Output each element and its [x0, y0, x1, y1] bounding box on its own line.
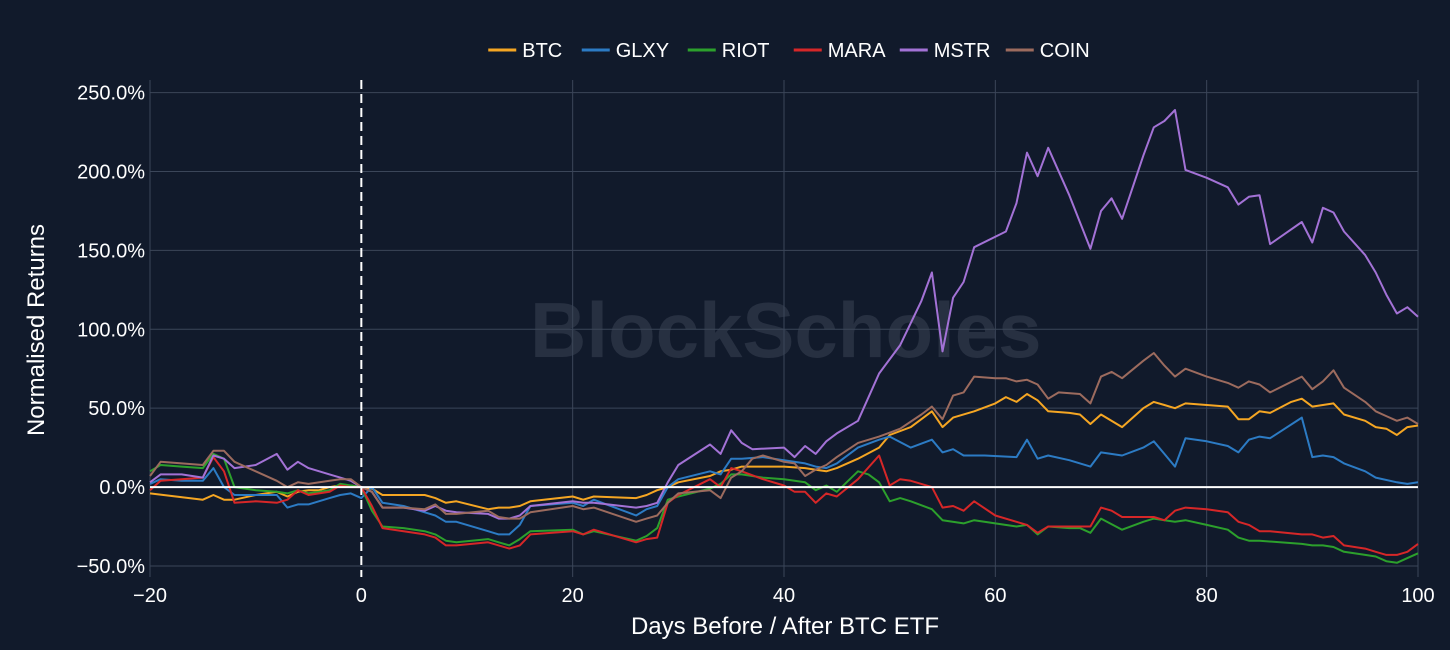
legend-label: MARA [828, 40, 886, 62]
series-line-riot[interactable] [149, 452, 1419, 564]
y-tick-label: 50.0% [88, 398, 145, 420]
x-axis-title: Days Before / After BTC ETF [631, 613, 939, 640]
watermark: BlockScholes [530, 286, 1042, 374]
y-tick-label: 200.0% [77, 162, 145, 184]
legend-label: GLXY [616, 40, 669, 62]
x-tick-label: 20 [562, 585, 584, 607]
y-tick-label: 0.0% [99, 477, 145, 499]
legend-item-mara[interactable]: MARA [793, 40, 886, 62]
y-tick-label: 100.0% [77, 319, 145, 341]
x-tick-label: 40 [773, 585, 795, 607]
x-tick-label: 80 [1196, 585, 1218, 607]
y-axis-title: Normalised Returns [23, 224, 50, 436]
x-tick-label: −20 [133, 585, 167, 607]
series-lines [149, 109, 1419, 564]
legend[interactable]: BTC GLXY RIOT MARA MSTR COIN [488, 40, 1090, 62]
legend-item-btc[interactable]: BTC [488, 40, 562, 62]
grid [149, 80, 1419, 577]
tick-labels: −20 0 20 40 60 80 100 −50.0% 0.0% 50.0% 100.0% 150.… [77, 83, 1435, 607]
legend-label: RIOT [722, 40, 770, 62]
legend-label: COIN [1040, 40, 1090, 62]
series-line-glxy[interactable] [149, 416, 1419, 536]
legend-label: BTC [522, 40, 562, 62]
legend-item-coin[interactable]: COIN [1005, 40, 1090, 62]
y-tick-label: 250.0% [77, 83, 145, 105]
x-tick-label: 60 [984, 585, 1006, 607]
legend-item-mstr[interactable]: MSTR [899, 40, 991, 62]
legend-item-glxy[interactable]: GLXY [581, 40, 669, 62]
x-tick-label: 100 [1401, 585, 1434, 607]
legend-item-riot[interactable]: RIOT [687, 40, 770, 62]
legend-label: MSTR [934, 40, 991, 62]
reference-lines [150, 80, 1418, 577]
x-tick-label: 0 [356, 585, 367, 607]
y-tick-label: −50.0% [77, 556, 146, 578]
y-tick-label: 150.0% [77, 240, 145, 262]
